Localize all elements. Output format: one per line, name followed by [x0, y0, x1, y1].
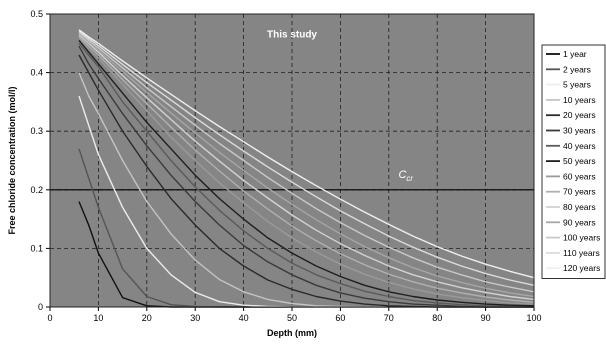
- series-line-40-years: [78, 42, 534, 308]
- series-line-110-years: [78, 30, 535, 286]
- threshold-label-main: C: [398, 169, 406, 181]
- series-line-80-years: [78, 33, 535, 301]
- y-tick-label: 0: [38, 302, 43, 312]
- legend-label: 70 years: [563, 187, 596, 197]
- y-axis-label: Free chloride concentration (mol/l): [7, 86, 17, 234]
- legend-label: 110 years: [563, 248, 600, 258]
- legend-label: 2 years: [563, 64, 591, 74]
- legend-label: 30 years: [563, 126, 596, 136]
- x-axis-label: Depth (mm): [267, 328, 317, 338]
- series-line-60-years: [78, 36, 535, 305]
- legend-label: 40 years: [563, 141, 596, 151]
- legend-label: 120 years: [563, 263, 600, 273]
- x-tick-label: 20: [142, 313, 152, 323]
- x-tick-label: 0: [47, 313, 52, 323]
- x-tick-label: 40: [239, 313, 249, 323]
- annotation-this-study: This study: [267, 29, 317, 40]
- threshold-label: Ccr: [398, 169, 413, 183]
- x-tick-label: 50: [287, 313, 297, 323]
- legend-label: 100 years: [563, 233, 600, 243]
- y-tick-label: 0.3: [30, 126, 43, 136]
- series-line-120-years: [78, 29, 535, 279]
- series-line-100-years: [78, 31, 535, 293]
- legend: 1 year 2 years 5 years 10 years 20 years 30 y…: [541, 44, 606, 279]
- legend-label: 90 years: [563, 217, 596, 227]
- y-tick-label: 0.4: [30, 68, 43, 78]
- x-tick-label: 10: [93, 313, 103, 323]
- legend-label: 50 years: [563, 156, 596, 166]
- y-tick-label: 0.5: [30, 9, 43, 19]
- plot-border: [49, 13, 535, 308]
- legend-label: 60 years: [563, 171, 596, 181]
- x-tick-label: 30: [190, 313, 200, 323]
- legend-label: 1 year: [563, 49, 587, 59]
- x-tick-label: 90: [481, 313, 491, 323]
- y-tick-label: 0.2: [30, 185, 43, 195]
- legend-label: 5 years: [563, 80, 591, 90]
- x-tick-label: 70: [384, 313, 394, 323]
- legend-label: 10 years: [563, 95, 596, 105]
- axes: 0 10 20 30 40 50 60 70 80 90 100 0 0.1 0.2 0.3 0.4 0.5: [30, 9, 541, 323]
- legend-label: 80 years: [563, 202, 596, 212]
- threshold-label-subscript: cr: [406, 174, 413, 183]
- x-tick-label: 80: [432, 313, 442, 323]
- x-tick-label: 100: [526, 313, 541, 323]
- legend-label: 20 years: [563, 110, 596, 120]
- series-line-50-years: [78, 39, 535, 307]
- series-line-90-years: [78, 32, 535, 298]
- x-tick-label: 60: [335, 313, 345, 323]
- series-line-70-years: [78, 35, 535, 303]
- plot-area: [50, 14, 534, 307]
- y-tick-label: 0.1: [30, 243, 43, 253]
- series-line-30-years: [78, 45, 534, 308]
